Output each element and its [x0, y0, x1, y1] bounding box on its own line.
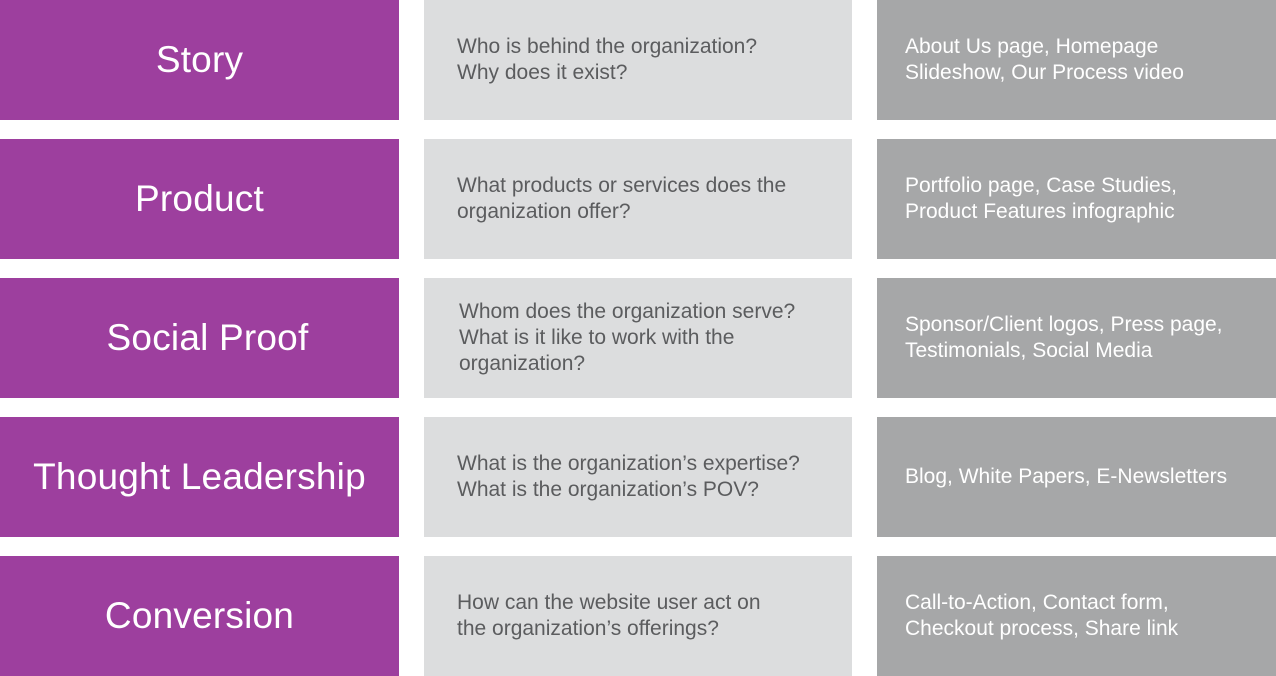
example-cell: Call-to-Action, Contact form, Checkout p…: [877, 556, 1276, 676]
question-cell: What is the organization’s expertise? Wh…: [424, 417, 852, 537]
category-cell: Story: [0, 0, 399, 120]
example-text: Blog, White Papers, E-Newsletters: [905, 465, 1228, 488]
example-text: Sponsor/Client logos, Press page, Testim…: [905, 313, 1223, 362]
row-social-proof: Social Proof Whom does the organization …: [0, 278, 1276, 398]
example-text: About Us page, Homepage Slideshow, Our P…: [905, 35, 1184, 84]
question-text: Who is behind the organization? Why does…: [457, 35, 758, 84]
question-cell: Whom does the organization serve? What i…: [424, 278, 852, 398]
category-cell: Conversion: [0, 556, 399, 676]
question-cell: What products or services does the organ…: [424, 139, 852, 259]
category-label: Social Proof: [106, 317, 309, 358]
example-cell: Portfolio page, Case Studies, Product Fe…: [877, 139, 1276, 259]
category-label: Story: [155, 39, 244, 80]
question-cell: How can the website user act on the orga…: [424, 556, 852, 676]
row-story: Story Who is behind the organization? Wh…: [0, 0, 1276, 120]
question-text: Whom does the organization serve? What i…: [459, 300, 796, 375]
question-text: What products or services does the organ…: [457, 174, 787, 223]
example-text: Call-to-Action, Contact form, Checkout p…: [905, 591, 1179, 640]
example-cell: About Us page, Homepage Slideshow, Our P…: [877, 0, 1276, 120]
question-text: What is the organization’s expertise? Wh…: [457, 452, 800, 501]
example-cell: Sponsor/Client logos, Press page, Testim…: [877, 278, 1276, 398]
category-cell: Thought Leadership: [0, 417, 399, 537]
question-text: How can the website user act on the orga…: [457, 591, 761, 640]
category-label: Thought Leadership: [33, 456, 366, 497]
category-label: Conversion: [104, 595, 295, 636]
example-text: Portfolio page, Case Studies, Product Fe…: [905, 174, 1177, 223]
row-product: Product What products or services does t…: [0, 139, 1276, 259]
row-conversion: Conversion How can the website user act …: [0, 556, 1276, 676]
example-cell: Blog, White Papers, E-Newsletters: [877, 417, 1276, 537]
category-label: Product: [135, 178, 264, 219]
category-cell: Product: [0, 139, 399, 259]
row-thought-leadership: Thought Leadership What is the organizat…: [0, 417, 1276, 537]
question-cell: Who is behind the organization? Why does…: [424, 0, 852, 120]
category-cell: Social Proof: [0, 278, 399, 398]
